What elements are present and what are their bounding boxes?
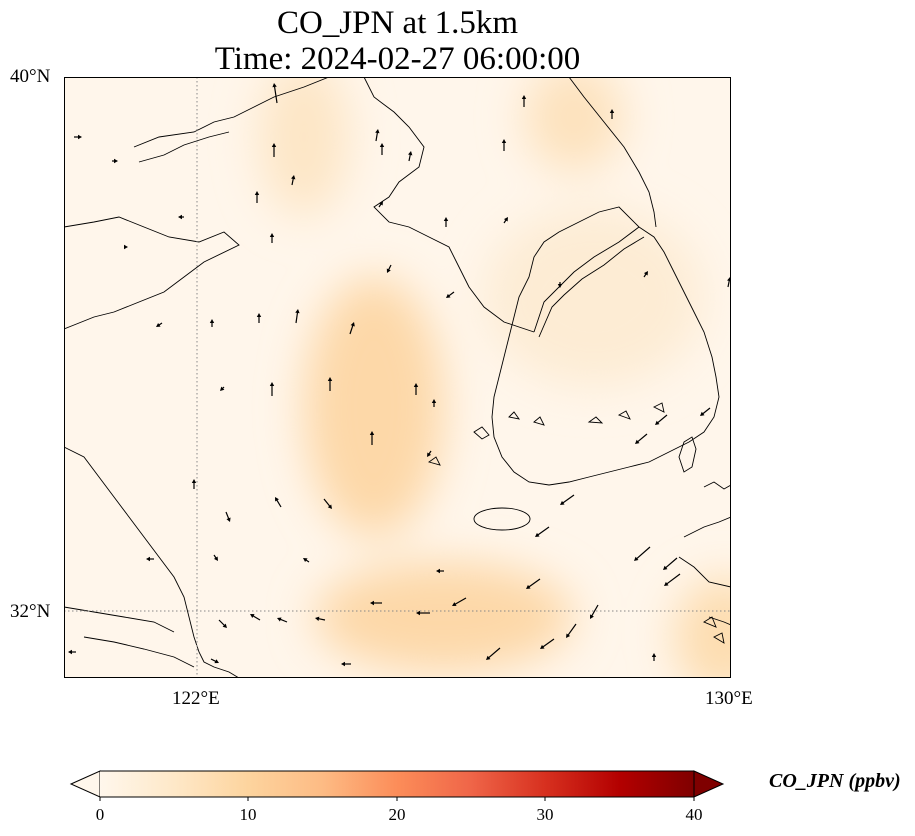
colorbar-title: CO_JPN (ppbv) [769, 770, 901, 793]
lat-tick-32n: 32°N [10, 602, 50, 622]
colorbar [68, 770, 728, 802]
lat-tick-40n: 40°N [10, 67, 50, 87]
colorbar-tick-20: 20 [389, 806, 406, 824]
colorbar-tick-10: 10 [240, 806, 257, 824]
co-concentration-map [64, 77, 731, 678]
colorbar-tick-0: 0 [96, 806, 105, 824]
colorbar-tick-30: 30 [537, 806, 554, 824]
lon-tick-122e: 122°E [172, 689, 220, 709]
colorbar-tick-40: 40 [686, 806, 703, 824]
colorbar-gradient [100, 771, 694, 797]
colorbar-ticks [100, 797, 694, 801]
lon-tick-130e: 130°E [705, 689, 753, 709]
colorbar-extend-high [694, 771, 723, 797]
colorbar-extend-low [71, 771, 100, 797]
map-title-line-2: Time: 2024-02-27 06:00:00 [64, 42, 731, 77]
map-title-line-1: CO_JPN at 1.5km [64, 6, 731, 41]
